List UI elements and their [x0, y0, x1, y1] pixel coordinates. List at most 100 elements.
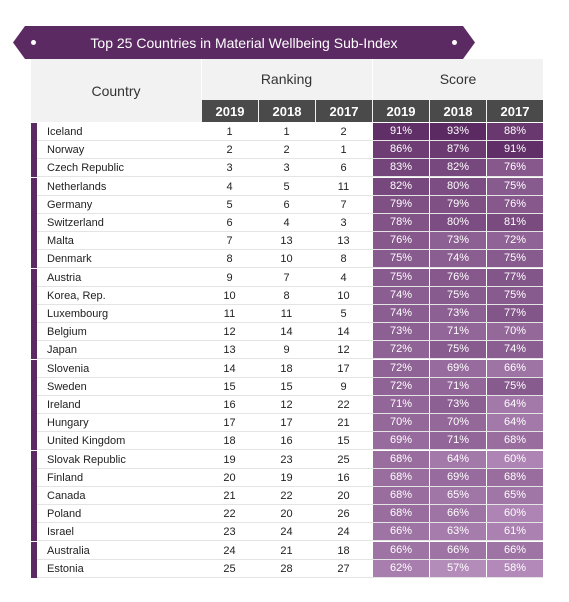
rank-cell-2017: 22	[337, 399, 350, 411]
score-year-2018: 2018	[430, 100, 486, 122]
score-cell-2019: 91%	[373, 123, 429, 140]
row-marker	[31, 559, 37, 578]
bullet-icon	[31, 40, 36, 45]
country-name: Korea, Rep.	[47, 289, 106, 302]
score-cell-2017: 65%	[487, 487, 543, 504]
rank-cell-2018: 12	[280, 399, 293, 411]
table-row: Slovenia 14 18 17 72% 69% 66%	[31, 359, 543, 378]
row-divider	[37, 212, 543, 214]
country-name: Australia	[47, 544, 90, 557]
table-row: Norway 2 2 1 86% 87% 91%	[31, 141, 543, 160]
rank-cell-2017: 26	[337, 508, 350, 521]
score-cell-2017: 81%	[487, 214, 543, 231]
table-row: Hungary 17 17 21 70% 70% 64%	[31, 414, 543, 433]
row-divider	[37, 267, 543, 269]
score-cell-2018: 73%	[430, 305, 486, 322]
score-cell-2018: 69%	[430, 468, 486, 486]
table-row: Japan 13 9 12 72% 75% 74%	[31, 341, 543, 360]
row-divider	[37, 285, 543, 287]
table-row: Malta 7 13 13 76% 73% 72%	[31, 232, 543, 251]
rank-cell-2018: 1	[283, 126, 290, 138]
rank-cell-2018: 11	[280, 308, 293, 320]
score-cell-2018: 57%	[430, 559, 486, 577]
rank-cell-2018: 13	[280, 235, 293, 248]
score-header: Score	[439, 71, 477, 87]
score-cell-2017: 68%	[487, 432, 543, 450]
score-cell-2019: 74%	[373, 305, 429, 322]
score-cell-2019: 66%	[373, 541, 429, 559]
row-divider	[37, 522, 543, 524]
country-name: Sweden	[47, 380, 87, 393]
table-row: Netherlands 4 5 11 82% 80% 75%	[31, 177, 543, 196]
rank-cell-2017: 25	[337, 453, 350, 466]
country-name: Estonia	[47, 562, 84, 575]
score-cell-2017: 66%	[487, 359, 543, 377]
country-name: Poland	[47, 508, 82, 521]
header-divider	[201, 59, 202, 99]
row-marker	[31, 396, 37, 414]
score-cell-2018: 75%	[430, 286, 486, 304]
score-cell-2017: 66%	[487, 541, 543, 559]
score-cell-2017: 58%	[487, 559, 543, 577]
country-name: Slovenia	[47, 362, 90, 375]
table-row: Canada 21 22 20 68% 65% 65%	[31, 487, 543, 505]
score-cell-2019: 76%	[373, 232, 429, 250]
rank-cell-2018: 3	[283, 162, 290, 175]
row-divider	[37, 413, 543, 414]
row-marker	[31, 414, 37, 433]
rank-cell-2018: 14	[280, 326, 293, 339]
row-divider	[37, 576, 543, 578]
country-name: United Kingdom	[47, 435, 126, 448]
score-cell-2018: 65%	[430, 487, 486, 504]
rank-cell-2017: 16	[337, 471, 350, 484]
rank-cell-2018: 8	[283, 289, 290, 302]
rank-cell-2017: 11	[337, 180, 350, 193]
rank-cell-2018: 5	[283, 180, 290, 193]
country-name: Denmark	[47, 253, 92, 266]
row-marker	[31, 250, 37, 269]
score-cell-2018: 82%	[430, 159, 486, 177]
table-row: Estonia 25 28 27 62% 57% 58%	[31, 559, 543, 578]
rank-cell-2017: 7	[340, 198, 347, 211]
score-cell-2019: 66%	[373, 523, 429, 541]
rank-cell-2017: 18	[337, 544, 350, 557]
rank-cell-2018: 7	[283, 271, 290, 284]
rank-cell-2019: 8	[226, 253, 233, 266]
country-name: Hungary	[47, 417, 89, 430]
row-divider	[37, 249, 543, 251]
rank-cell-2018: 17	[280, 417, 293, 430]
score-cell-2018: 71%	[430, 432, 486, 450]
row-divider	[37, 231, 543, 232]
table-row: Sweden 15 15 9 72% 71% 75%	[31, 377, 543, 396]
rank-cell-2017: 10	[337, 289, 350, 302]
score-cell-2017: 64%	[487, 414, 543, 432]
rank-cell-2018: 15	[280, 380, 293, 393]
row-divider	[37, 485, 543, 487]
country-name: Czech Republic	[47, 162, 125, 175]
rank-cell-2019: 12	[223, 326, 236, 339]
rank-cell-2018: 16	[280, 435, 293, 448]
rank-cell-2019: 3	[226, 162, 233, 175]
rank-cell-2019: 11	[223, 308, 236, 320]
score-cell-2018: 75%	[430, 341, 486, 359]
country-name: Switzerland	[47, 217, 104, 229]
table-row: Denmark 8 10 8 75% 74% 75%	[31, 250, 543, 269]
row-marker	[31, 323, 37, 342]
score-cell-2017: 72%	[487, 232, 543, 250]
score-cell-2017: 75%	[487, 250, 543, 268]
row-divider	[37, 376, 543, 378]
rank-cell-2018: 2	[283, 144, 290, 157]
row-divider	[37, 140, 543, 141]
row-divider	[37, 540, 543, 542]
score-cell-2019: 73%	[373, 323, 429, 341]
ranking-header: Ranking	[260, 71, 313, 87]
score-cell-2019: 78%	[373, 214, 429, 231]
bullet-icon	[452, 40, 457, 45]
score-cell-2017: 60%	[487, 505, 543, 523]
score-cell-2019: 69%	[373, 432, 429, 450]
row-marker	[31, 305, 37, 323]
country-name: Malta	[47, 235, 74, 248]
score-cell-2017: 64%	[487, 396, 543, 413]
score-cell-2018: 76%	[430, 268, 486, 286]
rank-cell-2018: 22	[280, 490, 293, 502]
